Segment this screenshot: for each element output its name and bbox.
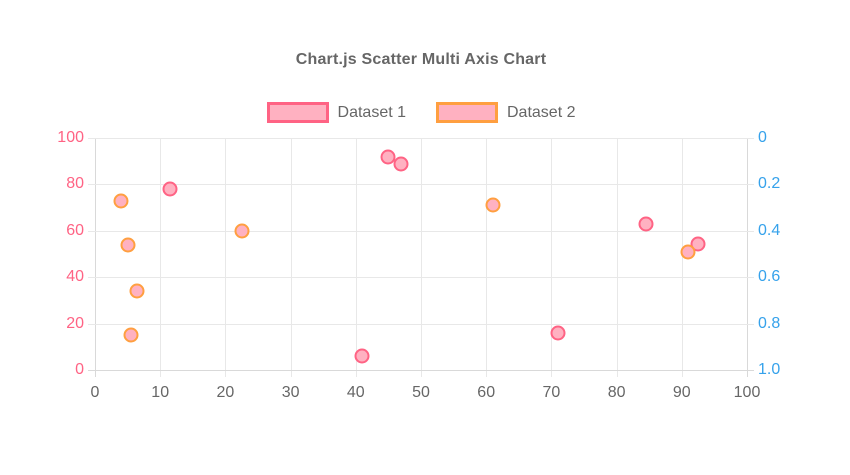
x-gridline xyxy=(486,138,488,377)
legend-swatch xyxy=(266,101,329,123)
y-left-tick-label: 60 xyxy=(66,221,84,239)
x-tick-label: 20 xyxy=(216,384,235,401)
scatter-point-dataset-1[interactable] xyxy=(380,149,396,165)
x-gridline xyxy=(747,138,748,377)
y-left-tick-label: 40 xyxy=(66,268,84,286)
y-gridline xyxy=(88,277,754,279)
scatter-point-dataset-1[interactable] xyxy=(638,216,654,232)
x-tick-label: 80 xyxy=(607,384,626,401)
legend-label: Dataset 2 xyxy=(507,103,576,121)
y-right-tick-label: 0.2 xyxy=(758,175,781,193)
y-left-tick-label: 100 xyxy=(57,129,84,146)
y-right-tick-label: 0 xyxy=(758,129,767,146)
scatter-point-dataset-1[interactable] xyxy=(393,156,409,172)
legend: Dataset 1 Dataset 2 xyxy=(95,101,747,123)
legend-swatch xyxy=(436,101,498,123)
scatter-point-dataset-2[interactable] xyxy=(680,244,696,260)
scatter-point-dataset-2[interactable] xyxy=(113,193,129,209)
scatter-point-dataset-1[interactable] xyxy=(550,325,566,341)
y-gridline xyxy=(88,370,754,371)
y-left-tick-label: 0 xyxy=(75,361,84,378)
y-right-tick-label: 0.4 xyxy=(758,221,781,239)
y-right-tick-label: 1.0 xyxy=(758,361,781,378)
legend-label: Dataset 1 xyxy=(337,103,406,121)
y-gridline xyxy=(88,230,754,232)
x-tick-label: 50 xyxy=(412,384,430,401)
legend-item-dataset-2[interactable]: Dataset 2 xyxy=(436,101,576,123)
y-left-tick-label: 80 xyxy=(66,175,84,193)
chart-title: Chart.js Scatter Multi Axis Chart xyxy=(295,51,547,68)
x-gridline xyxy=(616,138,618,377)
x-gridline xyxy=(355,138,357,377)
x-tick-label: 30 xyxy=(281,384,300,401)
scatter-point-dataset-2[interactable] xyxy=(120,237,136,253)
x-tick-label: 0 xyxy=(90,384,100,401)
x-tick-label: 70 xyxy=(542,384,561,401)
scatter-point-dataset-2[interactable] xyxy=(123,327,139,343)
y-right-tick-label: 0.6 xyxy=(758,268,781,286)
scatter-point-dataset-1[interactable] xyxy=(354,348,370,364)
x-gridline xyxy=(160,138,162,377)
legend-item-dataset-1[interactable]: Dataset 1 xyxy=(266,101,406,123)
x-tick-label: 40 xyxy=(346,384,365,401)
x-tick-label: 90 xyxy=(672,384,691,401)
y-gridline xyxy=(88,138,754,139)
plot-area xyxy=(88,138,754,377)
x-tick-label: 10 xyxy=(151,384,170,401)
y-right-tick-label: 0.8 xyxy=(758,314,781,332)
x-gridline xyxy=(681,138,683,377)
x-tick-label: 100 xyxy=(733,384,761,401)
x-gridline xyxy=(95,138,96,377)
x-gridline xyxy=(421,138,422,377)
y-left-tick-label: 20 xyxy=(66,314,84,332)
scatter-point-dataset-1[interactable] xyxy=(162,181,178,197)
y-gridline xyxy=(88,184,754,186)
x-gridline xyxy=(290,138,292,377)
y-gridline xyxy=(88,323,754,325)
scatter-point-dataset-2[interactable] xyxy=(234,223,250,239)
scatter-point-dataset-2[interactable] xyxy=(129,283,145,299)
scatter-point-dataset-2[interactable] xyxy=(485,197,501,213)
x-gridline xyxy=(551,138,553,377)
x-tick-label: 60 xyxy=(477,384,496,401)
x-gridline xyxy=(225,138,227,377)
